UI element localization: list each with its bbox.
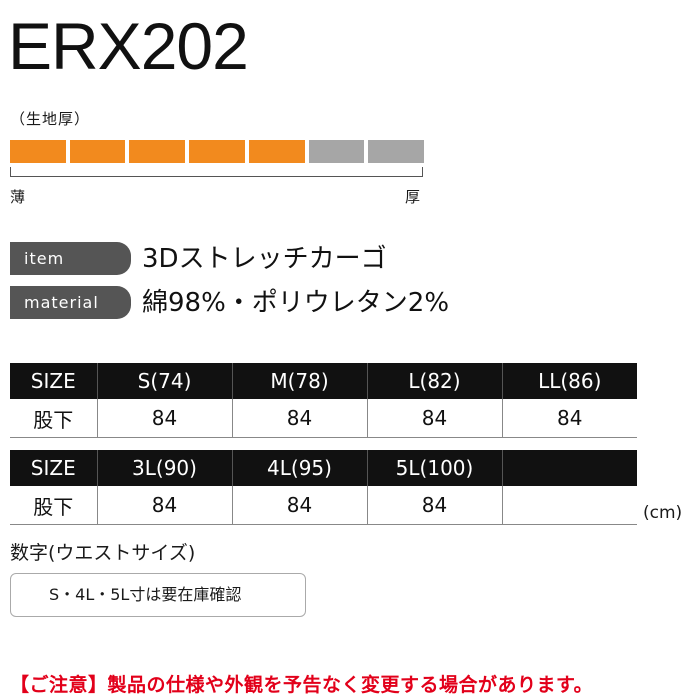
material-tag: material — [10, 286, 131, 319]
inseam-value: 84 — [96, 399, 232, 438]
material-value: 綿98%・ポリウレタン2% — [142, 288, 450, 318]
thickness-scale-bracket — [10, 167, 423, 177]
size-header-cell: 4L(95) — [231, 450, 367, 486]
fabric-thickness-bar — [10, 140, 424, 163]
size-header-row: SIZE S(74) M(78) L(82) LL(86) — [10, 363, 637, 399]
inseam-row: 股下 84 84 84 84 — [10, 399, 637, 438]
thick-label: 厚 — [405, 188, 421, 206]
inseam-value: 84 — [501, 399, 637, 438]
size-header-cell: L(82) — [366, 363, 502, 399]
thickness-segment-filled — [69, 140, 126, 163]
size-header-cell: LL(86) — [501, 363, 637, 399]
inseam-label: 股下 — [10, 486, 97, 525]
size-header-cell: M(78) — [231, 363, 367, 399]
thickness-segment-filled — [248, 140, 305, 163]
inseam-label: 股下 — [10, 399, 97, 438]
size-header-cell: S(74) — [96, 363, 232, 399]
item-value: 3Dストレッチカーゴ — [142, 244, 387, 274]
inseam-value: 84 — [366, 399, 502, 438]
inseam-row: 股下 84 84 84 — [10, 486, 637, 525]
product-code: ERX202 — [8, 9, 249, 83]
size-header-cell: 5L(100) — [366, 450, 502, 486]
size-note: 数字(ウエストサイズ) — [10, 542, 196, 564]
fabric-thickness-label: （生地厚） — [10, 110, 91, 128]
thin-label: 薄 — [10, 188, 26, 206]
inseam-value: 84 — [366, 486, 502, 525]
disclaimer: 【ご注意】製品の仕様や外観を予告なく変更する場合があります。 — [10, 674, 594, 696]
size-header-cell — [501, 450, 637, 486]
thickness-segment-filled — [129, 140, 186, 163]
inseam-value: 84 — [231, 486, 367, 525]
inseam-value — [501, 486, 637, 525]
stock-note-box: S・4L・5L寸は要在庫確認 — [10, 573, 306, 617]
size-header-cell: 3L(90) — [96, 450, 232, 486]
inseam-value: 84 — [96, 486, 232, 525]
item-tag: item — [10, 242, 131, 275]
inseam-value: 84 — [231, 399, 367, 438]
unit-label: (cm) — [643, 503, 683, 523]
thickness-segment-empty — [308, 140, 365, 163]
thickness-segment-empty — [368, 140, 424, 163]
size-header-cell: SIZE — [10, 363, 97, 399]
size-header-cell: SIZE — [10, 450, 97, 486]
size-header-row: SIZE 3L(90) 4L(95) 5L(100) — [10, 450, 637, 486]
thickness-segment-filled — [189, 140, 245, 163]
size-table-2: SIZE 3L(90) 4L(95) 5L(100) 股下 84 84 84 — [10, 450, 637, 525]
thickness-segment-filled — [10, 140, 66, 163]
size-table-1: SIZE S(74) M(78) L(82) LL(86) 股下 84 84 8… — [10, 363, 637, 438]
